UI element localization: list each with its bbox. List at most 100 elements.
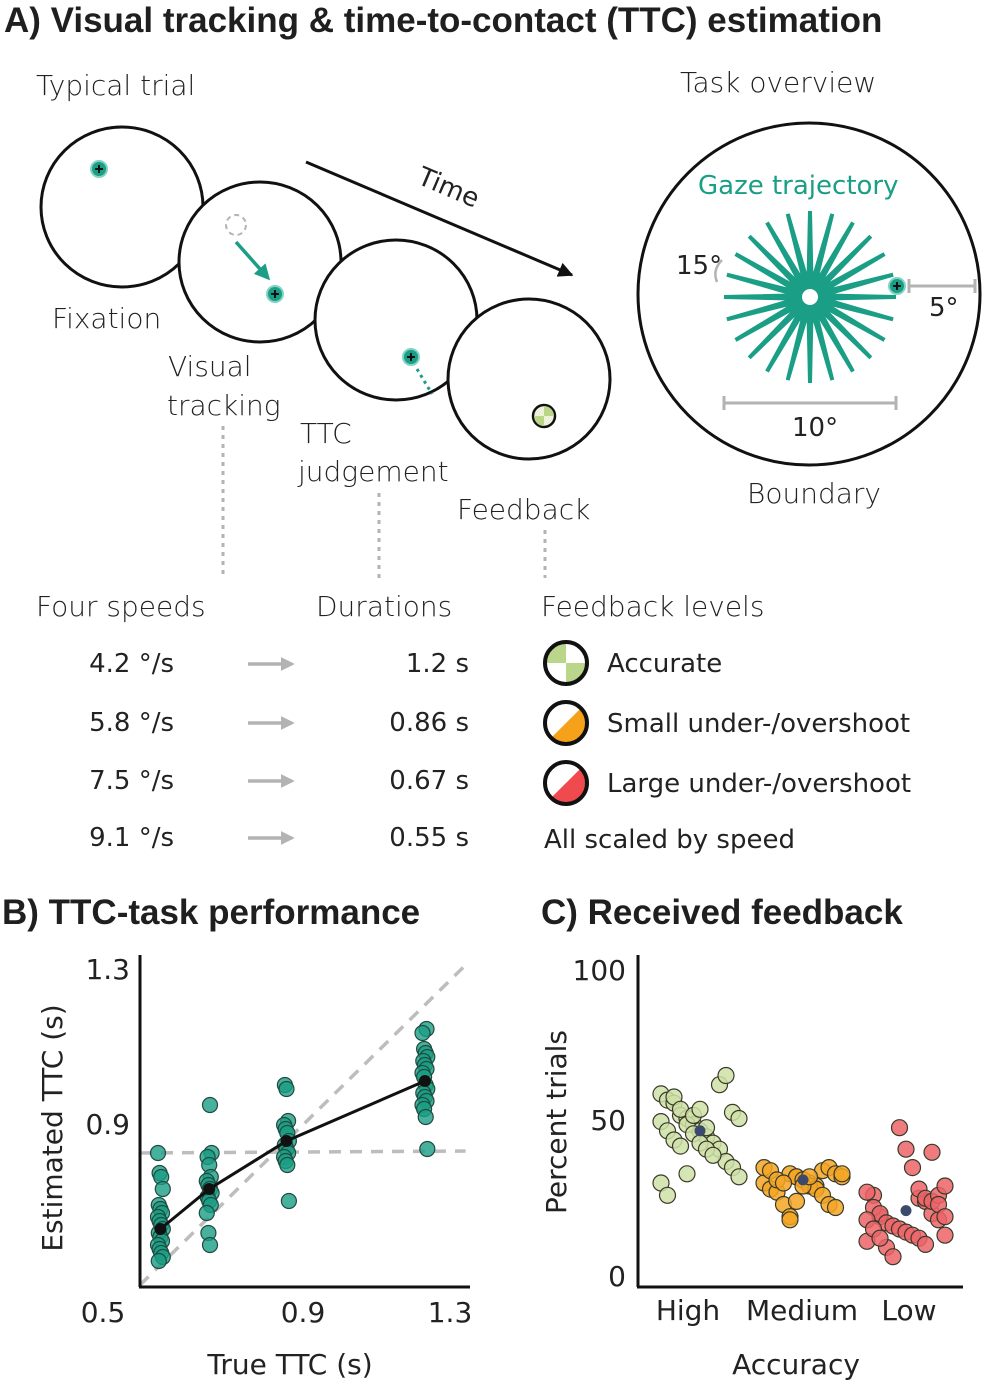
distance-bar-icon — [907, 279, 977, 293]
half-filled-circle-icon — [543, 700, 589, 746]
speed-duration-row: 7.5 °/s 0.67 s — [89, 766, 469, 796]
feedback-percent-point — [787, 1192, 806, 1211]
fixation-target-icon — [90, 160, 108, 178]
boundary-label: Boundary — [747, 477, 881, 510]
diameter-label: 10° — [792, 413, 838, 443]
feedback-percent-point — [704, 1146, 722, 1164]
panel-c-ytick-0: 0 — [608, 1260, 626, 1293]
stage-label-feedback: Feedback — [457, 493, 590, 526]
task-overview-label: Task overview — [680, 66, 876, 99]
panel-b-mean-line — [154, 1075, 431, 1235]
panel-a-title: A) Visual tracking & time-to-contact (TT… — [4, 1, 882, 40]
feedback-percent-point — [678, 1165, 696, 1183]
panel-c-ylabel: Percent trials — [540, 1030, 573, 1214]
feedback-percent-point — [916, 1235, 935, 1254]
feedback-percent-point — [897, 1140, 915, 1158]
panel-c-axes — [636, 955, 963, 1289]
moving-target-icon — [266, 285, 284, 303]
panel-b-ytick-1.3: 1.3 — [85, 953, 130, 986]
boundary-circle — [636, 121, 982, 467]
mean-line — [159, 1079, 426, 1231]
panel-c-xtick-low: Low — [881, 1294, 936, 1327]
feedback-percent-point — [903, 1158, 922, 1177]
panel-c-ytick-50: 50 — [590, 1104, 626, 1137]
panel-c-points — [652, 1066, 954, 1266]
panel-b: B) TTC-task performance 1.3 0.9 0.5 0.9 … — [2, 893, 472, 1381]
panel-b-xtick-0.9: 0.9 — [281, 1296, 326, 1329]
panel-b-ytick-0.9: 0.9 — [85, 1108, 130, 1141]
feedback-percent-point — [890, 1119, 909, 1137]
panel-b-reference-lines — [140, 963, 467, 1287]
panel-c: C) Received feedback 100 50 0 High Mediu… — [540, 893, 963, 1381]
stage-label-visual: Visual — [168, 350, 252, 383]
estimate-point — [417, 1108, 434, 1126]
panel-b-axes — [138, 955, 470, 1289]
feedback-level-item: Large under-/overshoot — [543, 760, 911, 806]
speed-value: 7.5 °/s — [89, 766, 174, 796]
estimate-point — [149, 1144, 167, 1162]
task-overview: Gaze trajectory 15° 5° 10° Boundary — [636, 121, 982, 510]
feedback-percent-point — [936, 1208, 954, 1226]
series-medium — [755, 1158, 851, 1229]
feedback-percent-point — [774, 1174, 793, 1192]
estimate-point — [278, 1080, 295, 1098]
panel-b-xtick-1.3: 1.3 — [428, 1296, 473, 1329]
feedback-level-label: Large under-/overshoot — [607, 769, 911, 799]
stage-label-fixation: Fixation — [52, 302, 161, 335]
feedback-level-item: Accurate — [543, 640, 722, 686]
typical-trial-label: Typical trial — [36, 69, 195, 102]
feedback-percent-point — [833, 1165, 851, 1183]
feedback-percent-point — [658, 1186, 677, 1204]
duration-value: 1.2 s — [406, 649, 469, 679]
feedback-percent-point — [730, 1109, 748, 1128]
series-mean-point — [900, 1205, 912, 1217]
gaze-trajectory-star-icon — [723, 210, 897, 384]
feedback-header: Feedback levels — [541, 590, 764, 623]
estimate-point — [150, 1252, 167, 1270]
duration-value: 0.86 s — [389, 708, 469, 738]
speed-duration-row: 5.8 °/s 0.86 s — [89, 708, 469, 738]
panel-c-title: C) Received feedback — [541, 893, 903, 932]
feedback-percent-point — [671, 1137, 690, 1155]
duration-value: 0.55 s — [389, 823, 469, 853]
series-high — [652, 1066, 748, 1204]
duration-value: 0.67 s — [389, 766, 469, 796]
feedback-percent-point — [884, 1248, 902, 1266]
gaze-trajectory-label: Gaze trajectory — [698, 171, 899, 201]
star-center-icon — [802, 289, 818, 305]
stage-label-judgement: judgement — [297, 455, 449, 488]
series-mean-point — [797, 1174, 809, 1186]
distance-label: 5° — [929, 293, 959, 323]
estimate-point — [154, 1180, 171, 1198]
feedback-percent-point — [936, 1226, 954, 1244]
feedback-percent-point — [691, 1100, 709, 1118]
panel-b-xlabel: True TTC (s) — [206, 1348, 372, 1381]
panel-b-points — [149, 1020, 436, 1270]
estimate-point — [201, 1236, 219, 1254]
checkered-circle-icon — [543, 640, 589, 686]
feedback-percent-point — [871, 1229, 889, 1247]
feedback-level-label: Small under-/overshoot — [607, 709, 910, 739]
feedback-percent-point — [923, 1143, 941, 1161]
half-filled-circle-icon — [543, 760, 589, 806]
panel-b-ylabel: Estimated TTC (s) — [36, 1004, 69, 1251]
panel-c-xlabel: Accuracy — [732, 1348, 860, 1381]
panel-c-ytick-100: 100 — [573, 954, 626, 987]
feedback-percent-point — [826, 1198, 845, 1217]
estimate-point — [201, 1096, 219, 1114]
screen-feedback — [446, 297, 612, 461]
panel-b-title: B) TTC-task performance — [2, 893, 420, 932]
mean-point — [154, 1223, 167, 1235]
mean-point — [203, 1183, 216, 1195]
feedback-level-item: Small under-/overshoot — [543, 700, 910, 746]
panel-c-xtick-high: High — [656, 1294, 720, 1327]
mean-point — [418, 1075, 431, 1087]
scaled-note: All scaled by speed — [544, 825, 795, 855]
tracking-arrow-icon — [234, 240, 271, 281]
feedback-accurate-small-icon — [531, 403, 557, 429]
trial-screens — [39, 125, 612, 461]
speed-value: 9.1 °/s — [89, 823, 174, 853]
angle-label: 15° — [676, 251, 722, 281]
stage-label-ttc: TTC — [300, 417, 352, 450]
